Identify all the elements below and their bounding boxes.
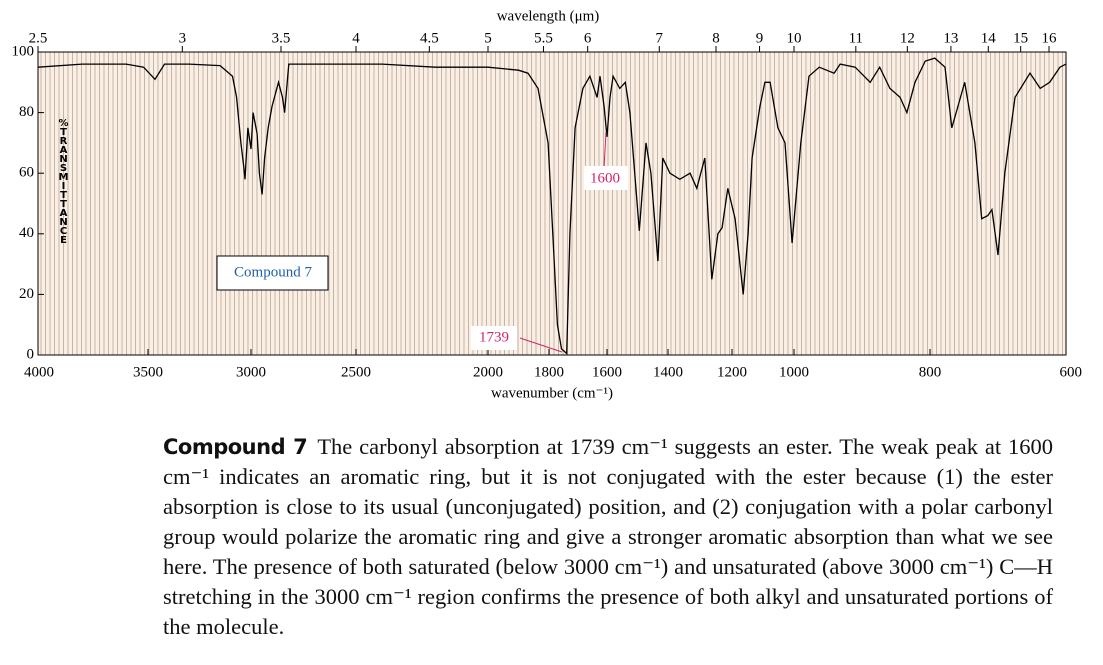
x-tick-label: 1600 <box>592 364 622 380</box>
y-tick-label: 20 <box>19 286 34 302</box>
y-axis-title: %TRANSMITTANCE <box>58 118 69 244</box>
y-tick-label: 0 <box>27 346 35 362</box>
x-axis-title: wavenumber (cm⁻¹) <box>491 385 613 401</box>
caption: Compound 7 The carbonyl absorption at 173… <box>163 432 1053 642</box>
top-tick-label: 11 <box>849 30 863 46</box>
top-tick-label: 5 <box>484 30 492 46</box>
top-tick-label: 15 <box>1013 30 1028 46</box>
compound-label: Compound 7 <box>234 264 312 280</box>
top-tick-label: 6 <box>584 30 592 46</box>
x-tick-label: 4000 <box>24 364 54 380</box>
top-tick-label: 3 <box>179 30 187 46</box>
top-tick-label: 9 <box>756 30 764 46</box>
caption-label: Compound 7 <box>163 435 308 459</box>
annotation: 1600 <box>590 170 620 186</box>
x-tick-label: 600 <box>1060 364 1083 380</box>
x-tick-label: 1200 <box>717 364 747 380</box>
x-tick-label: 2000 <box>473 364 503 380</box>
top-tick-label: 3.5 <box>272 30 291 46</box>
y-tick-label: 40 <box>19 225 34 241</box>
annotation-box <box>584 166 628 190</box>
top-tick-label: 12 <box>900 30 915 46</box>
plot-area <box>37 51 1067 356</box>
top-tick-label: 4.5 <box>420 30 439 46</box>
top-tick-label: 4 <box>352 30 360 46</box>
x-tick-label: 3000 <box>236 364 266 380</box>
x-tick-label: 1400 <box>653 364 683 380</box>
label-box <box>216 255 329 291</box>
top-tick-label: 8 <box>712 30 720 46</box>
annotation-pointer <box>603 131 607 169</box>
y-tick-label: 60 <box>19 165 34 181</box>
top-tick-label: 16 <box>1042 30 1058 46</box>
x-tick-label: 800 <box>919 364 942 380</box>
caption-text: The carbonyl absorption at 1739 cm⁻¹ sug… <box>163 434 1054 639</box>
annotation: 1739 <box>479 329 509 345</box>
top-tick-label: 2.5 <box>29 30 48 46</box>
y-tick-label: 100 <box>12 43 35 59</box>
top-tick-label: 14 <box>981 30 997 46</box>
spectrum-line <box>37 57 1067 355</box>
top-tick-label: 13 <box>943 30 958 46</box>
top-tick-label: 7 <box>656 30 664 46</box>
chart: wavelength (μm) wavenumber (cm⁻¹) 0 20 40 6… <box>12 8 1083 401</box>
annotation-pointer <box>519 337 563 353</box>
top-axis-title: wavelength (μm) <box>497 8 600 24</box>
annotation-box <box>471 326 517 350</box>
x-tick-label: 2500 <box>341 364 371 380</box>
x-tick-label: 1000 <box>779 364 809 380</box>
x-tick-label: 1800 <box>534 364 564 380</box>
x-tick-label: 3500 <box>133 364 163 380</box>
top-tick-label: 10 <box>787 30 802 46</box>
y-tick-label: 80 <box>19 104 34 120</box>
top-tick-label: 5.5 <box>534 30 553 46</box>
